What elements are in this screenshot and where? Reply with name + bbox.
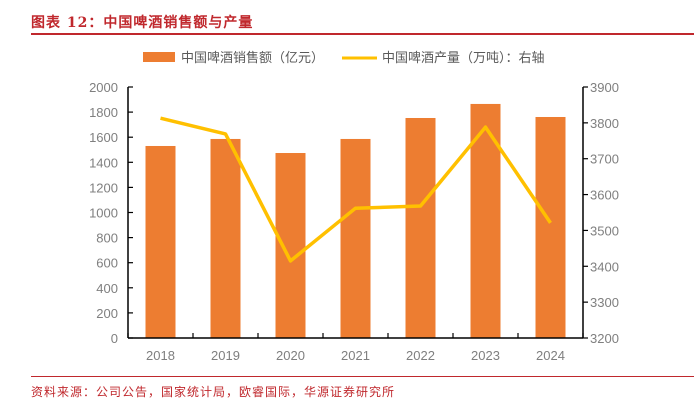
x-tick-label: 2022 bbox=[406, 348, 435, 363]
right-tick-label: 3900 bbox=[590, 80, 619, 95]
x-tick-label: 2020 bbox=[276, 348, 305, 363]
left-tick-label: 600 bbox=[96, 256, 118, 271]
left-tick-label: 1000 bbox=[89, 206, 118, 221]
right-tick-label: 3200 bbox=[590, 331, 619, 346]
left-tick-label: 400 bbox=[96, 281, 118, 296]
right-tick-label: 3500 bbox=[590, 223, 619, 238]
bar-2020 bbox=[275, 153, 306, 338]
left-tick-label: 1400 bbox=[89, 155, 118, 170]
x-tick-label: 2021 bbox=[341, 348, 370, 363]
bar-2024 bbox=[535, 116, 566, 338]
bar-2022 bbox=[405, 117, 436, 338]
source-divider bbox=[31, 376, 694, 377]
left-tick-label: 200 bbox=[96, 306, 118, 321]
legend-bar-label: 中国啤酒销售额（亿元） bbox=[181, 50, 324, 66]
x-tick-label: 2018 bbox=[146, 348, 175, 363]
bar-2019 bbox=[210, 138, 241, 338]
line-series bbox=[160, 116, 552, 263]
left-tick-label: 800 bbox=[96, 231, 118, 246]
x-tick-label: 2024 bbox=[536, 348, 565, 363]
left-tick-label: 0 bbox=[111, 331, 118, 346]
right-tick-label: 3300 bbox=[590, 295, 619, 310]
left-tick-label: 2000 bbox=[89, 80, 118, 95]
bar-series bbox=[145, 103, 566, 338]
left-tick-label: 1600 bbox=[89, 130, 118, 145]
bar-2018 bbox=[145, 145, 176, 338]
right-tick-label: 3600 bbox=[590, 188, 619, 203]
legend-bar-swatch bbox=[143, 52, 175, 62]
legend: 中国啤酒销售额（亿元） 中国啤酒产量（万吨）：右轴 bbox=[143, 50, 545, 66]
right-tick-label: 3400 bbox=[590, 259, 619, 274]
right-tick-label: 3800 bbox=[590, 116, 619, 131]
x-tick-label: 2023 bbox=[471, 348, 500, 363]
legend-line-label: 中国啤酒产量（万吨）：右轴 bbox=[382, 51, 545, 66]
chart-title: 图表 12：中国啤酒销售额与产量 bbox=[31, 15, 254, 31]
left-tick-label: 1800 bbox=[89, 105, 118, 120]
bar-2021 bbox=[340, 138, 371, 338]
left-tick-label: 1200 bbox=[89, 180, 118, 195]
source-note: 资料来源：公司公告，国家统计局，欧睿国际，华源证券研究所 bbox=[31, 385, 396, 399]
right-tick-label: 3700 bbox=[590, 152, 619, 167]
axes: 0 200 400 600 800 1000 1200 1400 1600 1800 2000 320… bbox=[89, 80, 619, 363]
x-tick-label: 2019 bbox=[211, 348, 240, 363]
title-divider bbox=[31, 33, 694, 35]
